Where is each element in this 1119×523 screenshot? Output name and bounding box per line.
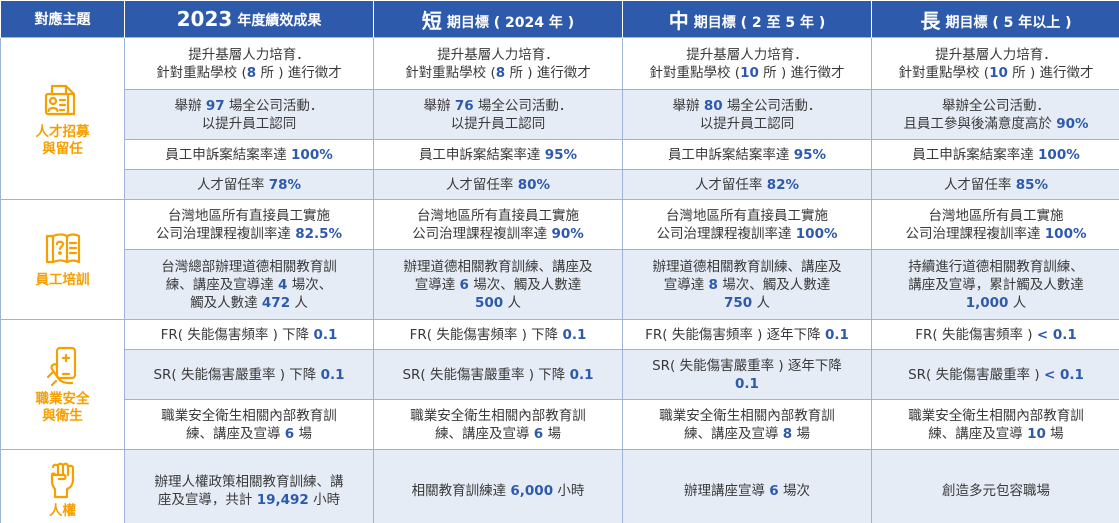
- cell-2023-recruit-schools: 提升基層人力培育． 針對重點學校 (8 所 ) 進行徵才: [124, 37, 374, 90]
- cell-mid-sr: SR( 失能傷害嚴重率 ) 逐年下降 0.1: [622, 349, 872, 400]
- cell-long-human-rights: 創造多元包容職場: [871, 449, 1119, 523]
- cell-mid-grievance-rate: 員工申訴案結案率達 95%: [622, 139, 872, 170]
- cell-short-sr: SR( 失能傷害嚴重率 ) 下降 0.1: [373, 349, 623, 400]
- cell-long-governance-course: 台灣地區所有員工實施 公司治理課程複訓率達 100%: [871, 199, 1119, 250]
- table-row: 職業安全 與衛生 FR( 失能傷害頻率 ) 下降 0.1 FR( 失能傷害頻率 )…: [0, 319, 1119, 450]
- header-short-term: 短 期目標 ( 2024 年 ): [373, 0, 623, 38]
- header-mid-term: 中 期目標 ( 2 至 5 年 ): [622, 0, 872, 38]
- cell-mid-safety-training: 職業安全衛生相關內部教育訓 練、講座及宣導 8 場: [622, 399, 872, 450]
- cell-short-retention-rate: 人才留任率 80%: [373, 169, 623, 200]
- header-2023-results: 2023 年度績效成果: [124, 0, 374, 38]
- cell-mid-recruit-schools: 提升基層人力培育． 針對重點學校 (10 所 ) 進行徵才: [622, 37, 872, 90]
- raised-fist-icon: [50, 462, 74, 499]
- cell-2023-retention-rate: 人才留任率 78%: [124, 169, 374, 200]
- cell-mid-human-rights: 辦理講座宣導 6 場次: [622, 449, 872, 523]
- cell-long-fr: FR( 失能傷害頻率 ) < 0.1: [871, 319, 1119, 350]
- cell-short-recruit-schools: 提升基層人力培育． 針對重點學校 (8 所 ) 進行徵才: [373, 37, 623, 90]
- table-row: 人權 辦理人權政策相關教育訓練、講 座及宣導，共計 19,492 小時 相關教育訓…: [0, 449, 1119, 523]
- cell-mid-governance-course: 台灣地區所有直接員工實施 公司治理課程複訓率達 100%: [622, 199, 872, 250]
- header-row: 對應主題 2023 年度績效成果 短 期目標 ( 2024 年 ) 中 期目標 …: [0, 0, 1119, 38]
- cell-2023-governance-course: 台灣地區所有直接員工實施 公司治理課程複訓率達 82.5%: [124, 199, 374, 250]
- table-row: 員工培訓 台灣地區所有直接員工實施 公司治理課程複訓率達 82.5% 台灣地區所有…: [0, 199, 1119, 320]
- topic-recruitment: 人才招募 與留任: [0, 37, 125, 200]
- cell-mid-fr: FR( 失能傷害頻率 ) 逐年下降 0.1: [622, 319, 872, 350]
- cell-long-sr: SR( 失能傷害嚴重率 ) < 0.1: [871, 349, 1119, 400]
- cell-mid-ethics-training: 辦理道德相關教育訓練、講座及 宣導達 8 場次、觸及人數達 750 人: [622, 249, 872, 320]
- cell-mid-retention-rate: 人才留任率 82%: [622, 169, 872, 200]
- cell-2023-grievance-rate: 員工申訴案結案率達 100%: [124, 139, 374, 170]
- table-row: 職業安全衛生相關內部教育訓 練、講座及宣導 6 場 職業安全衛生相關內部教育訓 練、…: [1, 399, 1119, 450]
- cell-long-grievance-rate: 員工申訴案結案率達 100%: [871, 139, 1119, 170]
- cell-long-company-events: 舉辦全公司活動． 且員工參與後滿意度高於 90%: [871, 89, 1119, 140]
- cell-short-safety-training: 職業安全衛生相關內部教育訓 練、講座及宣導 6 場: [373, 399, 623, 450]
- cell-mid-company-events: 舉辦 80 場全公司活動． 以提升員工認同: [622, 89, 872, 140]
- table-row: 員工申訴案結案率達 100% 員工申訴案結案率達 95% 員工申訴案結案率達 9…: [1, 139, 1119, 170]
- cell-long-recruit-schools: 提升基層人力培育． 針對重點學校 (10 所 ) 進行徵才: [871, 37, 1119, 90]
- cell-2023-safety-training: 職業安全衛生相關內部教育訓 練、講座及宣導 6 場: [124, 399, 374, 450]
- recruitment-icon: [44, 84, 75, 115]
- table-row: SR( 失能傷害嚴重率 ) 下降 0.1 SR( 失能傷害嚴重率 ) 下降 0.…: [1, 349, 1119, 400]
- cell-short-governance-course: 台灣地區所有直接員工實施 公司治理課程複訓率達 90%: [373, 199, 623, 250]
- topic-safety: 職業安全 與衛生: [0, 319, 125, 450]
- table-row: 人才招募 與留任 提升基層人力培育． 針對重點學校 (8 所 ) 進行徵才 提升基層…: [0, 37, 1119, 200]
- cell-long-ethics-training: 持續進行道德相關教育訓練、 講座及宣導，累計觸及人數達 1,000 人: [871, 249, 1119, 320]
- cell-short-human-rights: 相關教育訓練達 6,000 小時: [373, 449, 623, 523]
- header-topic: 對應主題: [0, 0, 125, 38]
- table-row: 台灣總部辦理道德相關教育訓 練、講座及宣導達 4 場次、 觸及人數達 472 人 辦…: [1, 249, 1119, 320]
- cell-short-grievance-rate: 員工申訴案結案率達 95%: [373, 139, 623, 170]
- cell-short-fr: FR( 失能傷害頻率 ) 下降 0.1: [373, 319, 623, 350]
- header-long-term: 長 期目標 ( 5 年以上 ): [871, 0, 1119, 38]
- cell-2023-fr: FR( 失能傷害頻率 ) 下降 0.1: [124, 319, 374, 350]
- topic-human-rights: 人權: [0, 449, 125, 523]
- table-row: 舉辦 97 場全公司活動． 以提升員工認同 舉辦 76 場全公司活動． 以提升員工認…: [1, 89, 1119, 140]
- cell-short-ethics-training: 辦理道德相關教育訓練、講座及 宣導達 6 場次、觸及人數達 500 人: [373, 249, 623, 320]
- table-row: 人才留任率 78% 人才留任率 80% 人才留任率 82% 人才留任率 85%: [1, 169, 1119, 200]
- topic-training: 員工培訓: [0, 199, 125, 320]
- cell-2023-company-events: 舉辦 97 場全公司活動． 以提升員工認同: [124, 89, 374, 140]
- training-book-icon: [45, 233, 80, 264]
- safety-phone-icon: [46, 346, 76, 386]
- cell-2023-sr: SR( 失能傷害嚴重率 ) 下降 0.1: [124, 349, 374, 400]
- cell-2023-ethics-training: 台灣總部辦理道德相關教育訓 練、講座及宣導達 4 場次、 觸及人數達 472 人: [124, 249, 374, 320]
- cell-2023-human-rights: 辦理人權政策相關教育訓練、講 座及宣導，共計 19,492 小時: [124, 449, 374, 523]
- cell-long-retention-rate: 人才留任率 85%: [871, 169, 1119, 200]
- cell-short-company-events: 舉辦 76 場全公司活動． 以提升員工認同: [373, 89, 623, 140]
- cell-long-safety-training: 職業安全衛生相關內部教育訓 練、講座及宣導 10 場: [871, 399, 1119, 450]
